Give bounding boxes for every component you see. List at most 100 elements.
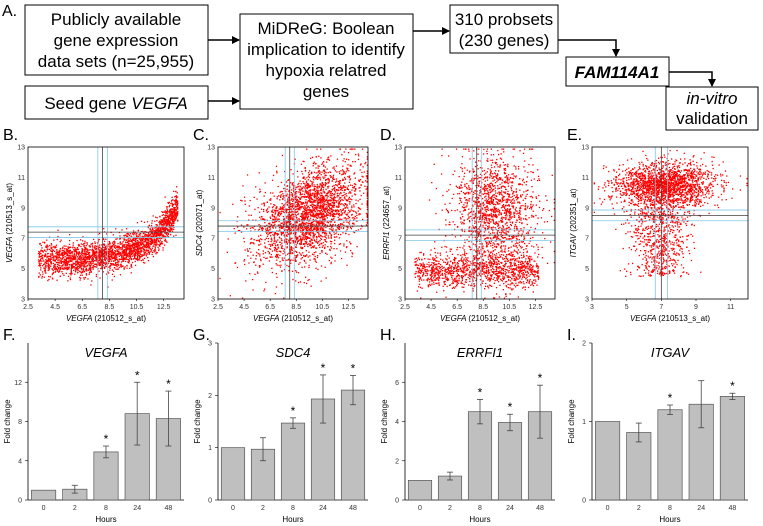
scatter-point — [276, 264, 278, 266]
scatter-point — [307, 243, 310, 245]
scatter-point — [263, 203, 265, 205]
scatter-point — [176, 214, 179, 216]
scatter-point — [288, 252, 290, 254]
scatter-point — [167, 202, 169, 204]
scatter-point — [261, 203, 263, 205]
scatter-point — [99, 259, 101, 261]
scatter-point — [283, 219, 285, 221]
scatter-point — [243, 260, 245, 262]
scatter-point — [142, 236, 145, 238]
scatter-point — [88, 254, 91, 256]
scatter-point — [271, 213, 273, 216]
scatter-point — [107, 251, 109, 253]
scatter-point — [163, 211, 166, 213]
scatter-point — [338, 225, 340, 228]
scatter-point — [164, 216, 167, 218]
scatter-point — [334, 239, 336, 241]
scatter-point — [288, 265, 290, 268]
scatter-point — [295, 222, 297, 224]
scatter-point — [275, 207, 277, 209]
scatter-point — [299, 186, 301, 188]
scatter-point — [277, 233, 279, 235]
scatter-point — [152, 227, 154, 230]
scatter-point — [61, 258, 63, 260]
scatter-point — [83, 245, 85, 247]
scatter-point — [286, 246, 288, 248]
scatter-point — [326, 241, 328, 243]
scatter-point — [358, 187, 360, 189]
scatter-point — [300, 246, 302, 248]
scatter-point — [340, 186, 342, 188]
scatter-point — [160, 220, 162, 223]
scatter-point — [285, 221, 288, 224]
scatter-point — [280, 211, 282, 213]
scatter-point — [135, 246, 137, 248]
scatter-point — [121, 254, 123, 256]
scatter-point — [321, 199, 323, 201]
scatter-point — [69, 254, 71, 256]
scatter-point — [322, 203, 324, 205]
panel-label-a: A. — [2, 3, 17, 20]
scatter-point — [80, 255, 82, 257]
scatter-point — [307, 279, 309, 282]
scatter-point — [321, 251, 323, 253]
scatter-point — [140, 240, 143, 242]
scatter-point — [337, 216, 339, 219]
scatter-point — [52, 246, 54, 248]
scatter-point — [176, 215, 178, 217]
scatter-point — [132, 242, 135, 244]
scatter-point — [171, 212, 173, 214]
scatter-point — [312, 236, 314, 238]
scatter-point — [298, 203, 300, 206]
scatter-point — [128, 240, 130, 242]
scatter-point — [71, 264, 74, 266]
scatter-point — [317, 212, 319, 215]
scatter-point — [50, 265, 52, 267]
scatter-point — [131, 246, 133, 248]
scatter-point — [332, 167, 334, 169]
scatter-point — [365, 212, 367, 215]
scatter-point — [308, 222, 311, 225]
scatter-point — [62, 246, 64, 248]
scatter-point — [43, 249, 46, 251]
scatter-point — [278, 208, 280, 210]
scatter-point — [145, 250, 147, 252]
scatter-point — [82, 240, 84, 242]
scatter-point — [366, 203, 368, 206]
scatter-point — [125, 253, 128, 255]
scatter-point — [295, 224, 298, 226]
scatter-point — [314, 216, 316, 218]
scatter-point — [290, 248, 292, 250]
scatter-point — [303, 254, 305, 256]
scatter-point — [83, 242, 85, 245]
scatter-point — [145, 239, 147, 241]
scatter-point — [334, 186, 336, 189]
scatter-point — [294, 205, 296, 207]
scatter-point — [146, 243, 148, 245]
scatter-point — [89, 252, 91, 254]
scatter-point — [330, 226, 333, 228]
scatter-point — [345, 171, 347, 173]
scatter-point — [262, 228, 264, 230]
scatter-point — [304, 183, 306, 185]
scatter-point — [166, 233, 168, 235]
scatter-point — [105, 247, 107, 250]
scatter-point — [152, 235, 155, 237]
scatter-point — [39, 263, 41, 265]
scatter-point — [264, 245, 266, 248]
scatter-point — [301, 189, 303, 191]
scatter-point — [136, 257, 139, 259]
scatter-point — [134, 240, 137, 243]
scatter-point — [111, 269, 114, 271]
scatter-point — [291, 247, 293, 249]
scatter-point — [114, 252, 116, 254]
scatter-point — [289, 218, 291, 220]
scatter-point — [311, 185, 313, 187]
scatter-point — [318, 155, 320, 157]
scatter-point — [130, 239, 133, 241]
seed-prefix: Seed gene — [44, 94, 131, 113]
scatter-point — [319, 172, 321, 174]
scatter-point — [154, 239, 156, 242]
scatter-point — [100, 267, 102, 270]
scatter-point — [131, 255, 134, 257]
